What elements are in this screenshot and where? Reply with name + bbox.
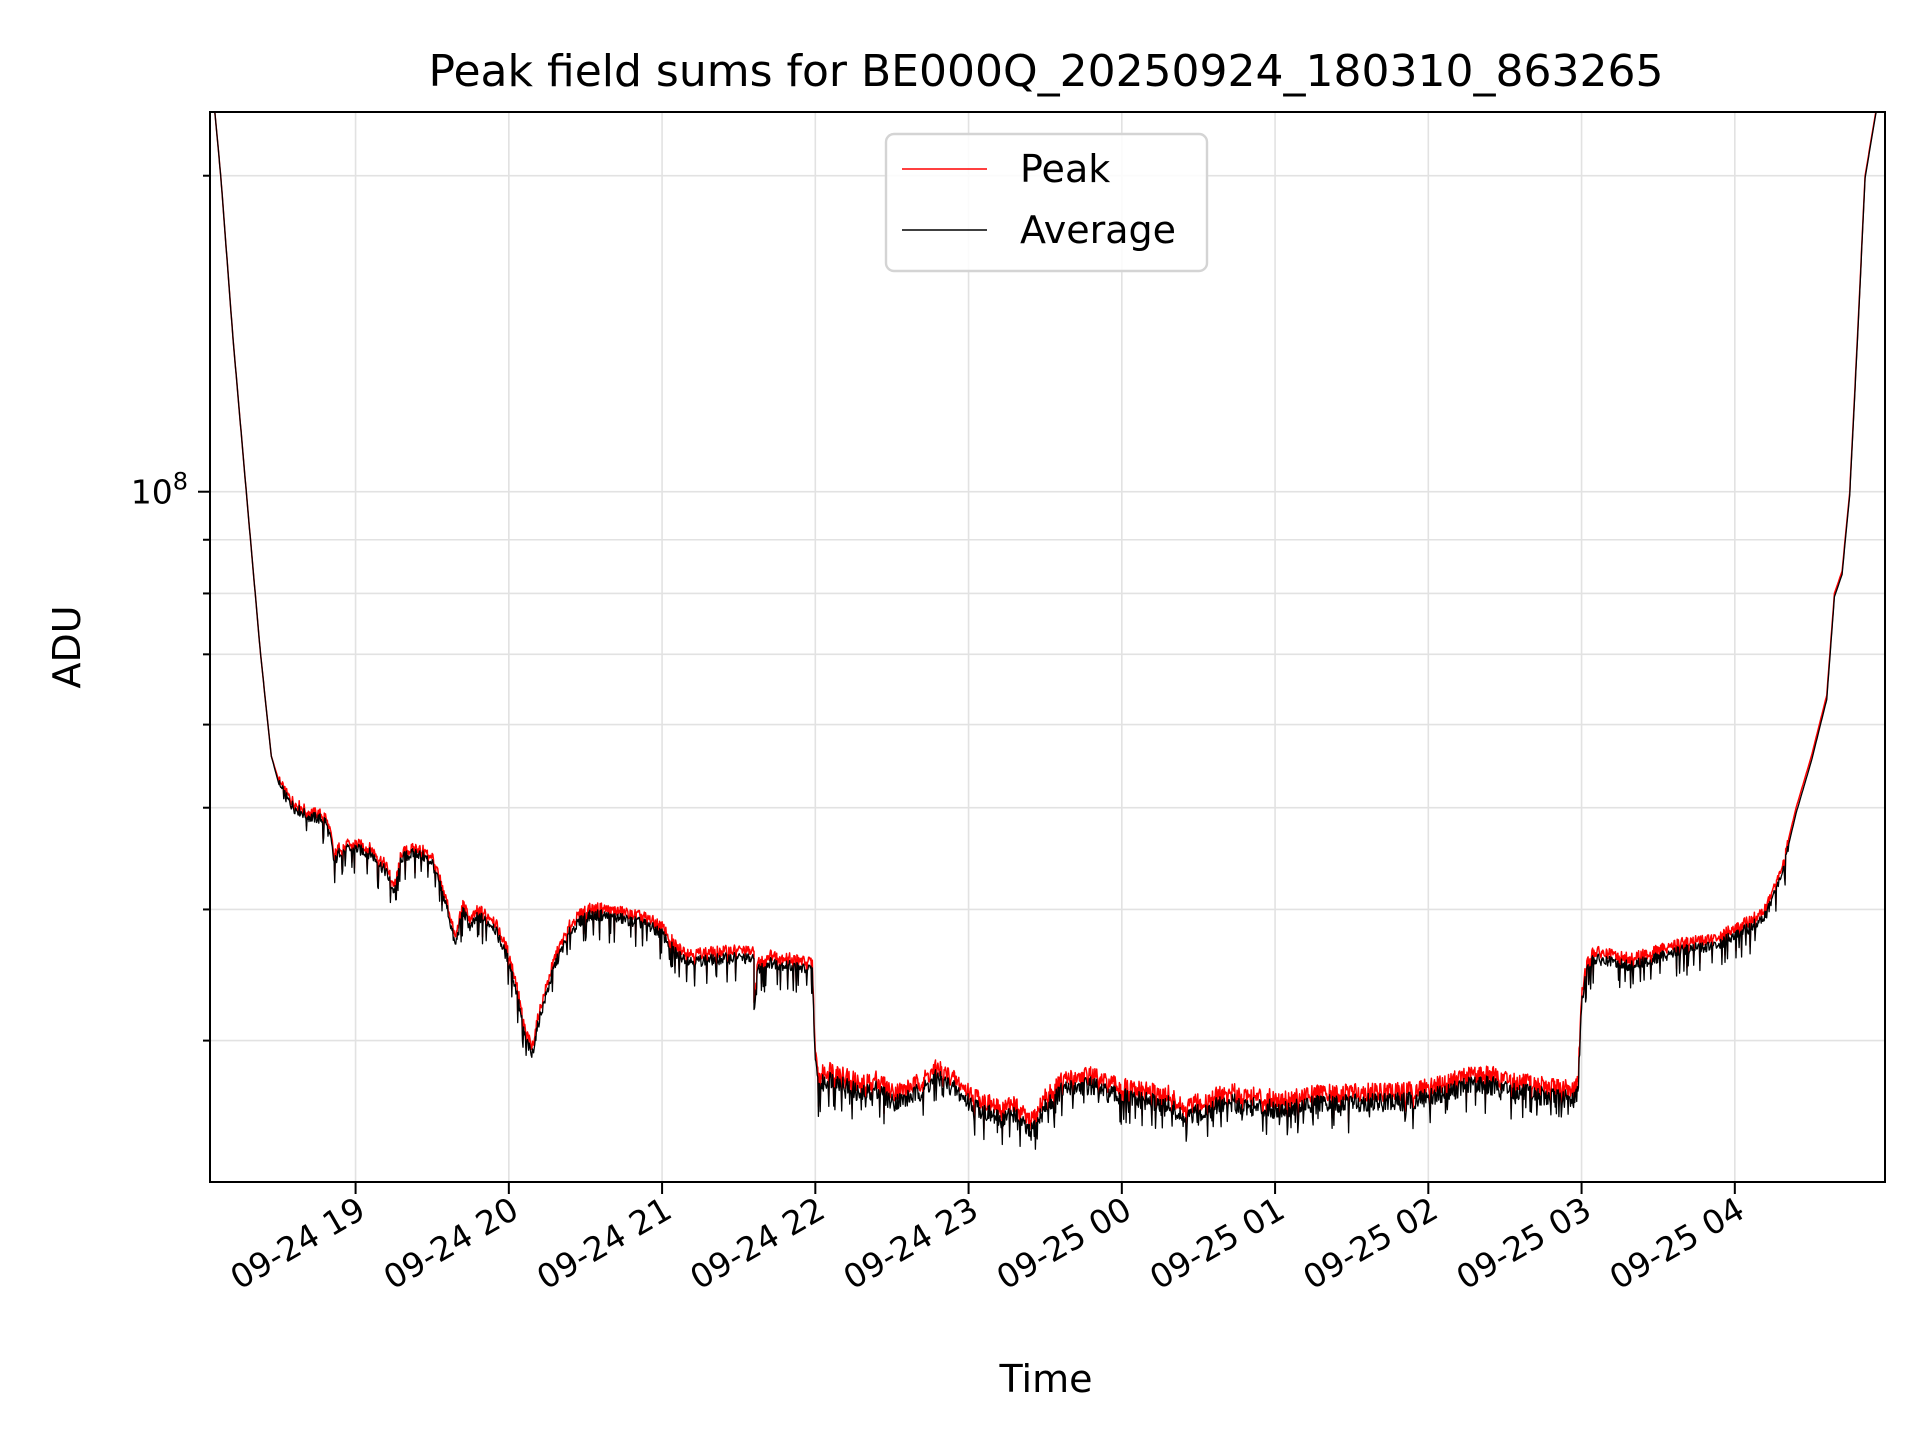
x-axis-label: Time xyxy=(999,1357,1093,1401)
series-layer xyxy=(214,112,1878,1150)
series-line-average xyxy=(214,112,1878,1150)
y-axis-label: ADU xyxy=(45,605,89,688)
chart-title: Peak field sums for BE000Q_20250924_1803… xyxy=(429,46,1664,97)
legend: Peak Average xyxy=(884,132,1209,273)
grid-layer xyxy=(210,112,1885,1182)
series-line-peak xyxy=(214,112,1877,1140)
plot-frame xyxy=(209,111,1886,1183)
y-tick-label-1e8: 108 xyxy=(131,468,188,512)
legend-label-average: Average xyxy=(1020,208,1176,252)
legend-label-peak: Peak xyxy=(1020,147,1110,191)
